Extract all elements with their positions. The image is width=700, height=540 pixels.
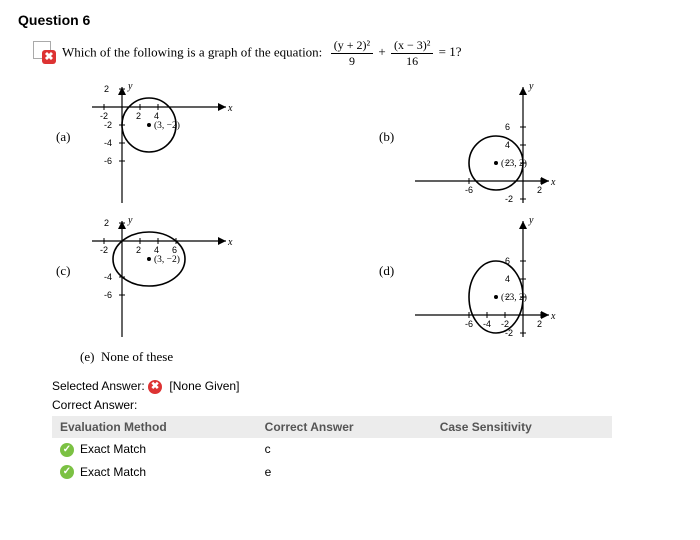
svg-text:y: y <box>127 215 133 226</box>
selected-answer-label: Selected Answer: <box>52 379 145 393</box>
svg-text:x: x <box>227 237 233 248</box>
question-status-icon: ✖ <box>32 40 52 60</box>
evaluation-table: Evaluation Method Correct Answer Case Se… <box>52 416 612 484</box>
svg-text:x: x <box>550 311 556 322</box>
svg-text:-4: -4 <box>483 319 491 329</box>
svg-text:-2: -2 <box>104 120 112 130</box>
choice-c[interactable]: (c) xy-22462-4-6(3, −2) <box>56 213 359 343</box>
svg-text:2: 2 <box>537 185 542 195</box>
question-row: ✖ Which of the following is a graph of t… <box>32 38 682 69</box>
svg-text:-6: -6 <box>104 290 112 300</box>
svg-text:4: 4 <box>154 245 159 255</box>
graph-b: xy-62642-2(−3, 2) <box>409 79 559 209</box>
svg-text:4: 4 <box>154 111 159 121</box>
svg-text:-2: -2 <box>100 245 108 255</box>
choice-d[interactable]: (d) xy-6-4-22642-2(−3, 2) <box>379 213 682 343</box>
choice-a[interactable]: (a) xy-2242-2-4-6(3, −2) <box>56 79 359 209</box>
graph-d: xy-6-4-22642-2(−3, 2) <box>409 213 559 343</box>
svg-text:2: 2 <box>104 84 109 94</box>
svg-text:-2: -2 <box>505 194 513 204</box>
question-text: Which of the following is a graph of the… <box>62 38 682 69</box>
svg-text:y: y <box>528 215 534 226</box>
svg-text:2: 2 <box>136 111 141 121</box>
choice-b[interactable]: (b) xy-62642-2(−3, 2) <box>379 79 682 209</box>
check-icon: ✓ <box>60 443 74 457</box>
svg-text:y: y <box>528 81 534 92</box>
svg-text:(3, −2): (3, −2) <box>154 120 180 131</box>
svg-text:-6: -6 <box>465 319 473 329</box>
svg-text:2: 2 <box>136 245 141 255</box>
graph-c: x y -2 2 4 6 2 -4 -6 (3, −2) <box>86 213 236 343</box>
svg-text:2: 2 <box>104 218 109 228</box>
svg-text:-4: -4 <box>104 272 112 282</box>
x-icon: ✖ <box>148 380 162 394</box>
svg-text:2: 2 <box>537 319 542 329</box>
svg-text:x: x <box>550 177 556 188</box>
svg-text:-6: -6 <box>104 156 112 166</box>
svg-text:(−3, 2): (−3, 2) <box>501 158 527 169</box>
svg-text:y: y <box>127 81 133 92</box>
selected-answer-value: [None Given] <box>169 379 239 393</box>
check-icon: ✓ <box>60 465 74 479</box>
svg-text:4: 4 <box>505 274 510 284</box>
table-row: ✓Exact Match c <box>52 438 612 461</box>
svg-text:4: 4 <box>505 140 510 150</box>
answers-section: Selected Answer: ✖ [None Given] Correct … <box>52 379 682 483</box>
choice-e[interactable]: (e) None of these <box>80 349 682 365</box>
question-number: Question 6 <box>18 12 682 28</box>
table-row: ✓Exact Match e <box>52 461 612 484</box>
table-header: Evaluation Method Correct Answer Case Se… <box>52 416 612 438</box>
x-icon: ✖ <box>42 50 56 64</box>
svg-text:x: x <box>227 103 233 114</box>
svg-text:6: 6 <box>505 122 510 132</box>
svg-text:-4: -4 <box>104 138 112 148</box>
svg-text:6: 6 <box>172 245 177 255</box>
choices-grid: (a) xy-2242-2-4-6(3, −2) (b) xy-62642-2(… <box>56 79 682 343</box>
correct-answer-label: Correct Answer: <box>52 398 137 412</box>
svg-text:(−3, 2): (−3, 2) <box>501 292 527 303</box>
svg-text:-6: -6 <box>465 185 473 195</box>
graph-a: xy-2242-2-4-6(3, −2) <box>86 79 236 209</box>
svg-text:(3, −2): (3, −2) <box>154 254 180 265</box>
